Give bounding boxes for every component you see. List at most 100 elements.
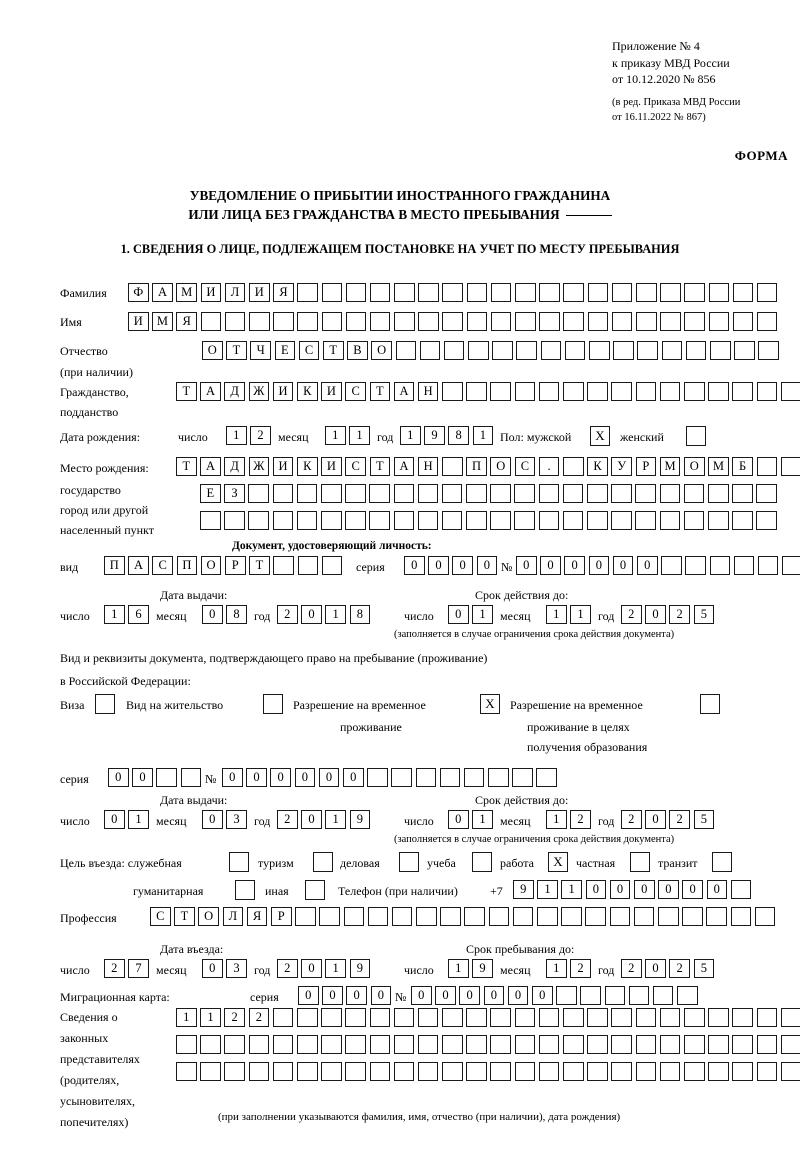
comb-cell[interactable]: [466, 1008, 487, 1027]
comb-cell[interactable]: [345, 1008, 366, 1027]
comb-cell[interactable]: [180, 768, 202, 787]
comb-cell[interactable]: 2: [277, 959, 298, 978]
comb-cell[interactable]: [224, 511, 245, 530]
comb-cell[interactable]: Е: [200, 484, 221, 503]
comb-cell[interactable]: [296, 484, 318, 503]
comb-cell[interactable]: [538, 1035, 560, 1054]
comb-cell[interactable]: [391, 768, 412, 787]
comb-cell[interactable]: [635, 382, 657, 401]
comb-cell[interactable]: К: [296, 382, 318, 401]
comb-cell[interactable]: [659, 1035, 681, 1054]
comb-cell[interactable]: [660, 283, 681, 302]
comb-cell[interactable]: [756, 484, 777, 503]
comb-cell[interactable]: М: [176, 283, 197, 302]
comb-cell[interactable]: 2: [621, 959, 642, 978]
comb-cell[interactable]: А: [393, 382, 415, 401]
comb-cell[interactable]: 0: [585, 880, 607, 899]
comb-cell[interactable]: [463, 768, 485, 787]
comb-cell[interactable]: [611, 382, 632, 401]
comb-cell[interactable]: [417, 511, 439, 530]
comb-cell[interactable]: 8: [226, 605, 247, 624]
purpose-humanitarian-checkbox[interactable]: [235, 880, 255, 900]
comb-cell[interactable]: [320, 484, 342, 503]
comb-cell[interactable]: [683, 1062, 705, 1081]
comb-cell[interactable]: [394, 312, 415, 331]
comb-cell[interactable]: [345, 312, 367, 331]
comb-cell[interactable]: [758, 341, 779, 360]
comb-cell[interactable]: 0: [322, 986, 343, 1005]
comb-cell[interactable]: [488, 768, 509, 787]
comb-cell[interactable]: О: [490, 457, 512, 476]
comb-cell[interactable]: 0: [301, 810, 322, 829]
comb-cell[interactable]: [732, 1062, 753, 1081]
comb-cell[interactable]: 0: [452, 556, 473, 575]
comb-cell[interactable]: Т: [176, 382, 197, 401]
comb-cell[interactable]: [637, 341, 658, 360]
comb-cell[interactable]: [200, 1062, 221, 1081]
comb-cell[interactable]: [660, 312, 681, 331]
comb-cell[interactable]: [611, 312, 633, 331]
comb-cell[interactable]: 5: [693, 959, 715, 978]
comb-cell[interactable]: [730, 907, 752, 926]
comb-cell[interactable]: [320, 511, 342, 530]
comb-cell[interactable]: [514, 382, 536, 401]
comb-cell[interactable]: [756, 1035, 778, 1054]
comb-cell[interactable]: А: [200, 382, 221, 401]
comb-cell[interactable]: 1: [561, 880, 582, 899]
comb-cell[interactable]: [537, 907, 558, 926]
comb-cell[interactable]: [563, 1035, 584, 1054]
comb-cell[interactable]: 0: [531, 986, 553, 1005]
comb-cell[interactable]: Т: [176, 457, 197, 476]
comb-cell[interactable]: 1: [128, 810, 149, 829]
comb-cell[interactable]: 9: [349, 810, 371, 829]
comb-cell[interactable]: [224, 1035, 245, 1054]
comb-cell[interactable]: [706, 907, 727, 926]
comb-cell[interactable]: 1: [176, 1008, 197, 1027]
comb-cell[interactable]: [563, 1062, 584, 1081]
comb-cell[interactable]: [176, 1035, 197, 1054]
comb-cell[interactable]: 1: [472, 426, 494, 445]
comb-cell[interactable]: [417, 484, 439, 503]
comb-cell[interactable]: [369, 511, 390, 530]
comb-cell[interactable]: 1: [325, 959, 346, 978]
comb-cell[interactable]: 3: [226, 810, 247, 829]
comb-cell[interactable]: [780, 1062, 800, 1081]
comb-cell[interactable]: [514, 1062, 536, 1081]
comb-cell[interactable]: [200, 312, 222, 331]
comb-cell[interactable]: [611, 1062, 632, 1081]
comb-cell[interactable]: [733, 556, 755, 575]
comb-cell[interactable]: [709, 341, 731, 360]
comb-cell[interactable]: [369, 1035, 391, 1054]
comb-cell[interactable]: [684, 312, 705, 331]
comb-cell[interactable]: [756, 511, 777, 530]
comb-cell[interactable]: 0: [682, 880, 703, 899]
comb-cell[interactable]: [756, 1062, 778, 1081]
comb-cell[interactable]: 1: [200, 1008, 221, 1027]
comb-cell[interactable]: 0: [298, 986, 319, 1005]
comb-cell[interactable]: [562, 511, 584, 530]
comb-cell[interactable]: [515, 312, 536, 331]
comb-cell[interactable]: 1: [226, 426, 247, 445]
comb-cell[interactable]: [780, 382, 800, 401]
comb-cell[interactable]: [418, 283, 439, 302]
comb-cell[interactable]: [682, 907, 703, 926]
comb-cell[interactable]: 1: [472, 810, 493, 829]
comb-cell[interactable]: [345, 1062, 366, 1081]
comb-cell[interactable]: 0: [483, 986, 505, 1005]
comb-cell[interactable]: Р: [224, 556, 246, 575]
comb-cell[interactable]: А: [152, 283, 173, 302]
comb-cell[interactable]: 9: [424, 426, 445, 445]
comb-cell[interactable]: [442, 1062, 463, 1081]
comb-cell[interactable]: [538, 382, 560, 401]
